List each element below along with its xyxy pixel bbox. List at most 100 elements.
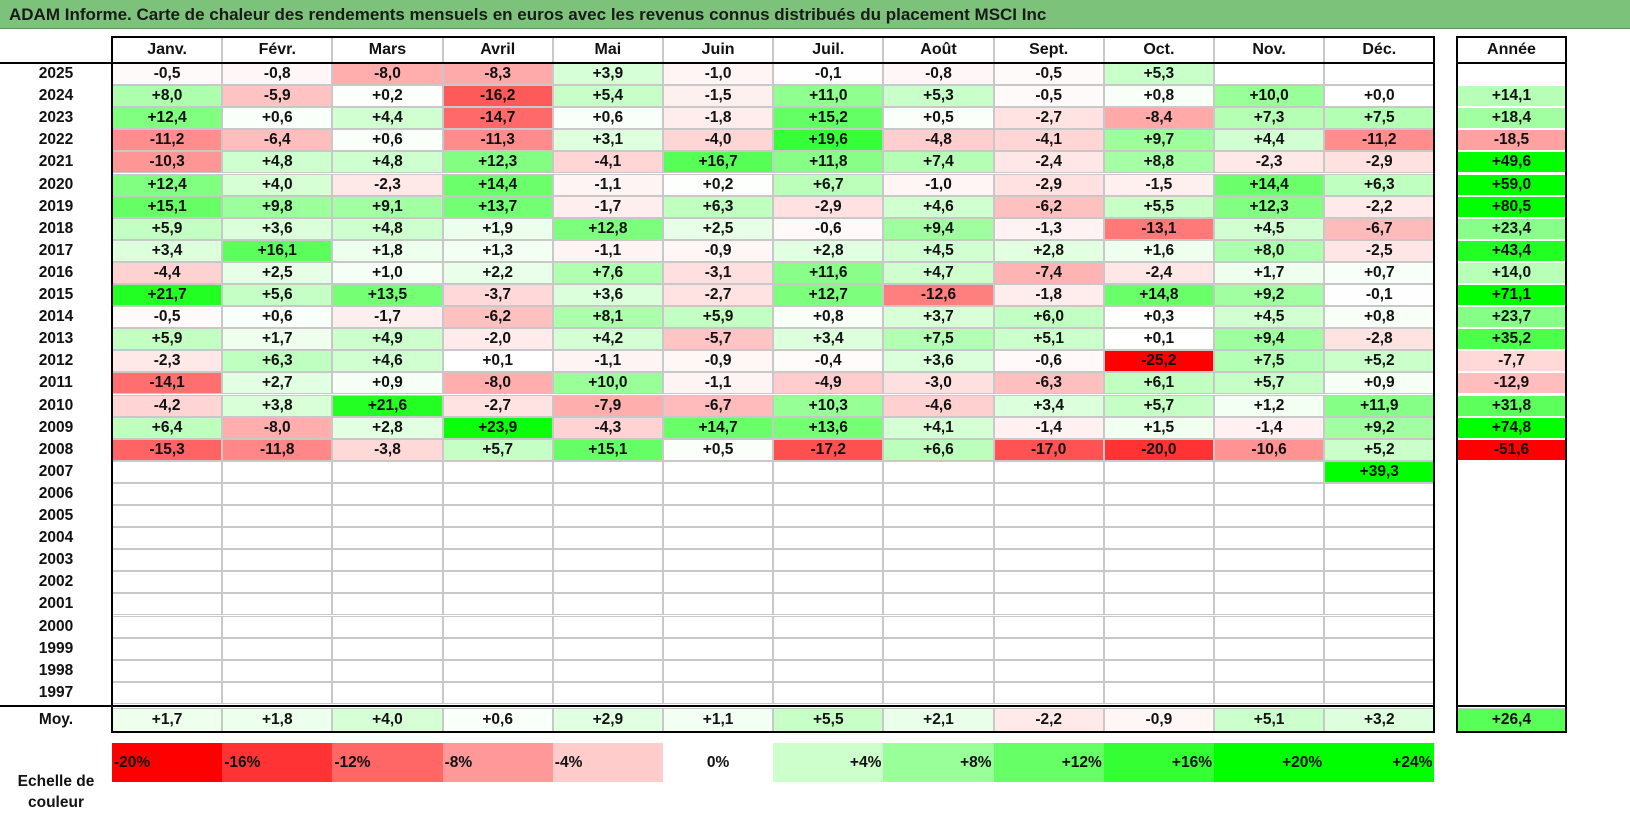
- heatmap-cell: [332, 615, 443, 638]
- heatmap-cell: +4,9: [332, 328, 443, 351]
- heatmap-cell: -14,1: [112, 372, 223, 395]
- heatmap-cell: -1,0: [663, 63, 774, 86]
- heatmap-cell: [1214, 571, 1325, 594]
- heatmap-cell: +10,3: [773, 394, 884, 417]
- heatmap-cell: -1,1: [552, 173, 663, 196]
- heatmap-cell: -4,1: [993, 129, 1104, 152]
- heatmap-cell: +4,8: [222, 151, 333, 174]
- heatmap-cell: [773, 505, 884, 528]
- heatmap-cell: [1214, 527, 1325, 550]
- heatmap-cell: [222, 527, 333, 550]
- month-header: Juin: [663, 37, 774, 63]
- annual-cell: +35,2: [1457, 328, 1566, 351]
- heatmap-cell: [112, 615, 223, 638]
- annual-cell: [1457, 527, 1566, 550]
- heatmap-cell: [663, 482, 774, 505]
- heatmap-cell: +1,7: [1214, 261, 1325, 284]
- heatmap-cell: +12,3: [442, 151, 553, 174]
- heatmap-cell: [1324, 482, 1435, 505]
- month-header: Févr.: [222, 37, 333, 63]
- heatmap-cell: [993, 593, 1104, 616]
- heatmap-cell: [552, 482, 663, 505]
- year-label: 2010: [38, 396, 74, 414]
- heatmap-cell: -14,7: [442, 107, 553, 130]
- heatmap-cell: -0,5: [993, 85, 1104, 108]
- heatmap-cell: [773, 593, 884, 616]
- heatmap-cell: [1324, 527, 1435, 550]
- color-scale-label: Echelle de couleur: [17, 773, 95, 811]
- month-header: Mars: [332, 37, 443, 63]
- heatmap-cell: +5,3: [883, 85, 994, 108]
- heatmap-cell: -0,9: [663, 239, 774, 262]
- average-cell: +2,9: [552, 708, 663, 732]
- heatmap-cell: -2,3: [1214, 151, 1325, 174]
- heatmap-cell: +6,6: [883, 438, 994, 461]
- color-scale-swatch: +20%: [1214, 743, 1325, 782]
- heatmap-cell: [663, 637, 774, 660]
- heatmap-cell: -4,0: [663, 129, 774, 152]
- heatmap-cell: +0,8: [773, 306, 884, 329]
- heatmap-cell: -11,3: [442, 129, 553, 152]
- heatmap-cell: +9,7: [1103, 129, 1214, 152]
- heatmap-cell: +0,6: [222, 306, 333, 329]
- heatmap-cell: [993, 681, 1104, 704]
- heatmap-cell: -2,4: [1103, 261, 1214, 284]
- heatmap-cell: [993, 549, 1104, 572]
- color-scale-swatch: +4%: [773, 743, 884, 782]
- heatmap-cell: -2,9: [993, 173, 1104, 196]
- heatmap-cell: +9,1: [332, 195, 443, 218]
- heatmap-cell: -0,9: [663, 350, 774, 373]
- heatmap-cell: +6,1: [1103, 372, 1214, 395]
- year-label: 2001: [38, 595, 74, 613]
- heatmap-cell: [222, 549, 333, 572]
- heatmap-cell: +23,9: [442, 416, 553, 439]
- heatmap-cell: +21,7: [112, 284, 223, 307]
- heatmap-cell: -0,5: [112, 63, 223, 86]
- heatmap-cell: +4,8: [332, 151, 443, 174]
- heatmap-cell: [112, 482, 223, 505]
- heatmap-cell: +8,8: [1103, 151, 1214, 174]
- year-label: 2008: [38, 440, 74, 458]
- year-label: 2025: [38, 65, 74, 83]
- heatmap-cell: [773, 527, 884, 550]
- heatmap-cell: +1,3: [442, 239, 553, 262]
- heatmap-cell: +5,9: [112, 217, 223, 240]
- heatmap-cell: [773, 637, 884, 660]
- heatmap-cell: +15,1: [552, 438, 663, 461]
- heatmap-cell: -3,8: [332, 438, 443, 461]
- year-label: 1999: [38, 639, 74, 657]
- heatmap-cell: +2,5: [663, 217, 774, 240]
- annual-cell: +14,1: [1457, 85, 1566, 108]
- average-cell: -2,2: [993, 708, 1104, 732]
- heatmap-cell: +0,6: [222, 107, 333, 130]
- heatmap-cell: [332, 460, 443, 483]
- heatmap-cell: [883, 637, 994, 660]
- heatmap-cell: [222, 571, 333, 594]
- heatmap-cell: -1,1: [663, 372, 774, 395]
- heatmap-cell: -0,8: [222, 63, 333, 86]
- heatmap-cell: -0,5: [993, 63, 1104, 86]
- heatmap-cell: +21,6: [332, 394, 443, 417]
- heatmap-cell: +0,8: [1324, 306, 1435, 329]
- heatmap-cell: -10,3: [112, 151, 223, 174]
- heatmap-cell: +4,1: [883, 416, 994, 439]
- annual-cell: [1457, 615, 1566, 638]
- average-cell: +5,1: [1214, 708, 1325, 732]
- heatmap-cell: -2,3: [112, 350, 223, 373]
- heatmap-cell: -1,0: [883, 173, 994, 196]
- average-cell: +0,6: [442, 708, 553, 732]
- heatmap-cell: [883, 549, 994, 572]
- heatmap-cell: +16,7: [663, 151, 774, 174]
- heatmap-cell: -0,6: [993, 350, 1104, 373]
- month-header: Nov.: [1214, 37, 1325, 63]
- heatmap-cell: -3,7: [442, 284, 553, 307]
- heatmap-cell: -2,0: [442, 328, 553, 351]
- heatmap-cell: +1,7: [222, 328, 333, 351]
- heatmap-cell: +3,6: [222, 217, 333, 240]
- heatmap-cell: +2,5: [222, 261, 333, 284]
- heatmap-cell: +6,3: [222, 350, 333, 373]
- heatmap-cell: +0,9: [1324, 372, 1435, 395]
- heatmap-cell: +9,2: [1214, 284, 1325, 307]
- heatmap-cell: -2,2: [1324, 195, 1435, 218]
